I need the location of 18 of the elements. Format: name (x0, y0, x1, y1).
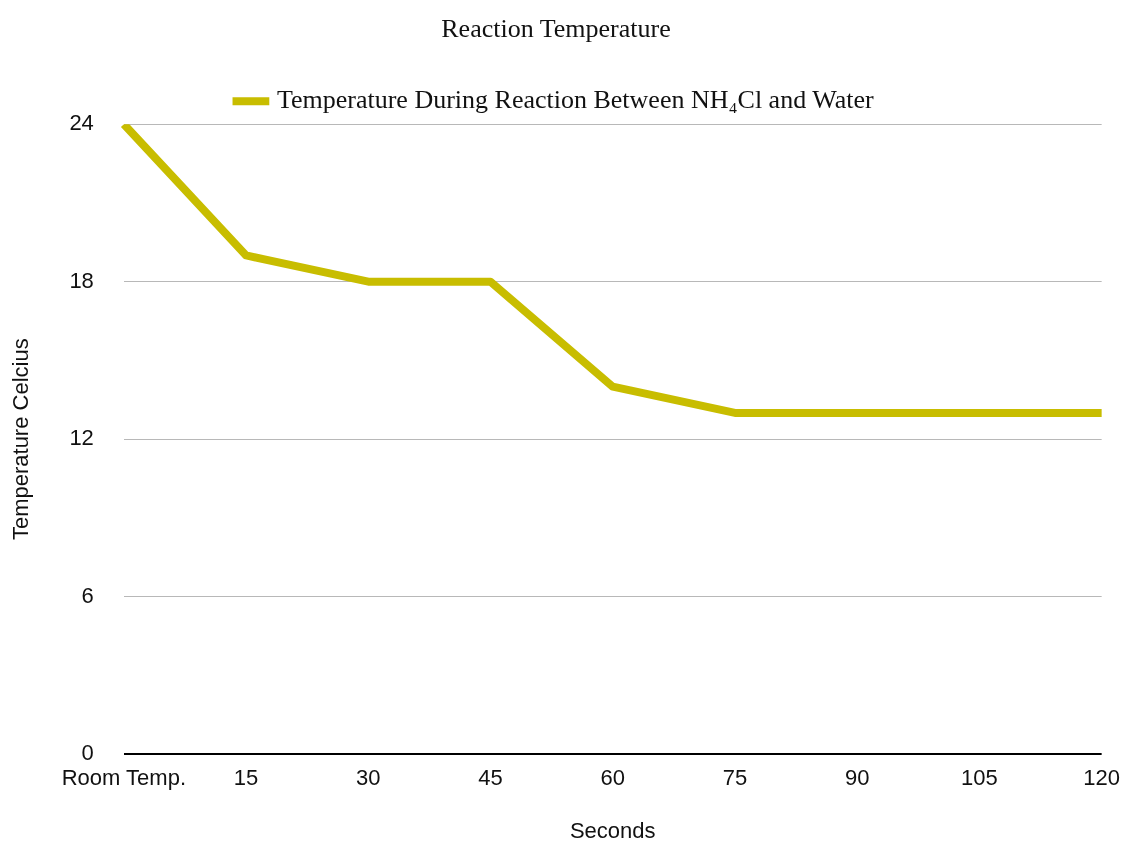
y-tick-label: 24 (69, 110, 94, 136)
y-tick-label: 0 (81, 740, 94, 766)
y-axis-title: Temperature Celcius (8, 338, 34, 541)
x-tick-label: 120 (1083, 765, 1121, 791)
y-tick-label: 6 (81, 582, 94, 608)
x-tick-label: Room Temp. (61, 765, 187, 791)
x-tick-label: 75 (722, 765, 748, 791)
x-axis-title: Seconds (569, 817, 656, 843)
chart-title: Reaction Temperature (441, 14, 671, 44)
x-tick-label: 105 (961, 765, 998, 791)
y-tick-label: 12 (69, 425, 94, 451)
y-tick-label: 18 (69, 267, 94, 293)
x-tick-label: 30 (356, 765, 381, 791)
x-tick-label: 15 (233, 765, 259, 791)
legend-label: Temperature During Reaction Between NH₄Cl and Water (276, 85, 874, 115)
x-tick-label: 90 (844, 765, 870, 791)
x-tick-label: 60 (600, 765, 625, 791)
x-tick-label: 45 (478, 765, 503, 791)
